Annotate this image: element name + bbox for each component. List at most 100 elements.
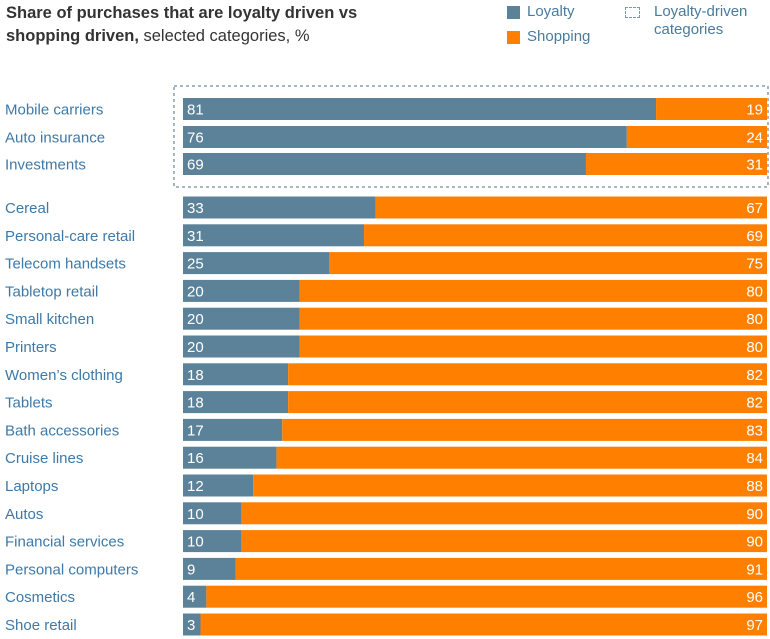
value-label-shopping: 82	[746, 367, 763, 384]
category-label: Investments	[5, 157, 86, 174]
category-label: Telecom handsets	[5, 256, 126, 273]
bar-loyalty-personal-care-retail	[183, 224, 365, 247]
bar-loyalty-cosmetics	[183, 585, 207, 608]
category-label: Printers	[5, 339, 57, 356]
value-label-loyalty: 10	[187, 506, 204, 523]
value-label-loyalty: 69	[187, 157, 204, 174]
category-label: Mobile carriers	[5, 102, 103, 119]
value-label-shopping: 84	[746, 450, 763, 467]
value-label-shopping: 31	[746, 157, 763, 174]
bar-loyalty-laptops	[183, 474, 254, 497]
legend-label-shopping: Shopping	[527, 28, 591, 45]
category-label: Personal computers	[5, 561, 138, 578]
value-label-loyalty: 9	[187, 561, 195, 578]
bar-loyalty-financial-services	[183, 530, 242, 553]
bar-loyalty-auto-insurance	[183, 126, 627, 148]
value-label-loyalty: 3	[187, 617, 195, 634]
legend-swatch-loyalty	[507, 6, 520, 19]
value-label-loyalty: 76	[187, 130, 204, 147]
value-label-shopping: 80	[746, 311, 763, 328]
value-label-shopping: 80	[746, 339, 763, 356]
category-label: Cosmetics	[5, 589, 75, 606]
value-label-shopping: 91	[746, 561, 763, 578]
chart-title-regular: selected categories, %	[138, 27, 310, 45]
bar-shopping-small-kitchen	[299, 307, 767, 330]
bar-shopping-cereal	[375, 196, 767, 219]
value-label-loyalty: 25	[187, 256, 204, 273]
value-label-shopping: 90	[746, 506, 763, 523]
bar-shopping-personal-care-retail	[364, 224, 767, 247]
bar-shopping-women-s-clothing	[288, 363, 767, 386]
value-label-loyalty: 20	[187, 283, 204, 300]
value-label-loyalty: 17	[187, 422, 204, 439]
bar-loyalty-bath-accessories	[183, 418, 283, 441]
value-label-loyalty: 10	[187, 534, 204, 551]
bar-shopping-investments	[585, 153, 767, 175]
category-label: Financial services	[5, 534, 124, 551]
bar-loyalty-mobile-carriers	[183, 98, 657, 120]
chart-title: Share of purchases that are loyalty driv…	[6, 2, 406, 48]
bar-shopping-personal-computers	[235, 557, 767, 580]
category-label: Cereal	[5, 200, 49, 217]
value-label-shopping: 83	[746, 422, 763, 439]
category-label: Shoe retail	[5, 617, 77, 634]
value-label-loyalty: 4	[187, 589, 195, 606]
value-label-shopping: 82	[746, 395, 763, 412]
bar-loyalty-telecom-handsets	[183, 252, 329, 275]
value-label-loyalty: 12	[187, 478, 204, 495]
value-label-loyalty: 31	[187, 228, 204, 245]
category-label: Autos	[5, 506, 43, 523]
bar-shopping-bath-accessories	[282, 418, 767, 441]
category-label: Cruise lines	[5, 450, 83, 467]
highlight-box	[173, 85, 769, 188]
legend-label-loyalty: Loyalty	[527, 3, 575, 20]
bar-shopping-financial-services	[241, 530, 767, 553]
category-label: Tabletop retail	[5, 283, 98, 300]
bar-loyalty-tablets	[183, 391, 289, 414]
value-label-shopping: 24	[746, 130, 763, 147]
bar-shopping-autos	[241, 502, 767, 525]
value-label-loyalty: 20	[187, 311, 204, 328]
bar-loyalty-women-s-clothing	[183, 363, 289, 386]
bar-loyalty-cereal	[183, 196, 376, 219]
bar-shopping-cruise-lines	[276, 446, 767, 469]
value-label-shopping: 75	[746, 256, 763, 273]
bar-loyalty-tabletop-retail	[183, 279, 300, 302]
bar-loyalty-investments	[183, 153, 586, 175]
bar-loyalty-autos	[183, 502, 242, 525]
legend-swatch-shopping	[507, 31, 520, 44]
category-label: Small kitchen	[5, 311, 94, 328]
legend-swatch-highlight	[625, 7, 640, 18]
category-label: Auto insurance	[5, 130, 105, 147]
bar-shopping-mobile-carriers	[656, 98, 767, 120]
category-label: Women’s clothing	[5, 367, 123, 384]
bar-shopping-cosmetics	[206, 585, 768, 608]
value-label-loyalty: 81	[187, 102, 204, 119]
bar-shopping-printers	[299, 335, 767, 358]
bar-loyalty-shoe-retail	[183, 613, 201, 636]
value-label-shopping: 80	[746, 283, 763, 300]
bar-shopping-shoe-retail	[200, 613, 767, 636]
value-label-shopping: 67	[746, 200, 763, 217]
category-label: Bath accessories	[5, 422, 119, 439]
bar-loyalty-personal-computers	[183, 557, 236, 580]
bar-loyalty-printers	[183, 335, 300, 358]
bar-shopping-auto-insurance	[626, 126, 767, 148]
value-label-loyalty: 20	[187, 339, 204, 356]
value-label-shopping: 96	[746, 589, 763, 606]
bar-shopping-tabletop-retail	[299, 279, 767, 302]
value-label-shopping: 88	[746, 478, 763, 495]
value-label-shopping: 90	[746, 534, 763, 551]
category-label: Laptops	[5, 478, 58, 495]
value-label-loyalty: 18	[187, 395, 204, 412]
value-label-loyalty: 16	[187, 450, 204, 467]
bar-shopping-laptops	[253, 474, 767, 497]
bar-shopping-telecom-handsets	[329, 252, 767, 275]
value-label-loyalty: 33	[187, 200, 204, 217]
bar-loyalty-small-kitchen	[183, 307, 300, 330]
value-label-shopping: 69	[746, 228, 763, 245]
category-label: Personal-care retail	[5, 228, 135, 245]
bar-shopping-tablets	[288, 391, 767, 414]
value-label-shopping: 97	[746, 617, 763, 634]
legend-label-highlight: Loyalty-driven categories	[654, 3, 748, 38]
